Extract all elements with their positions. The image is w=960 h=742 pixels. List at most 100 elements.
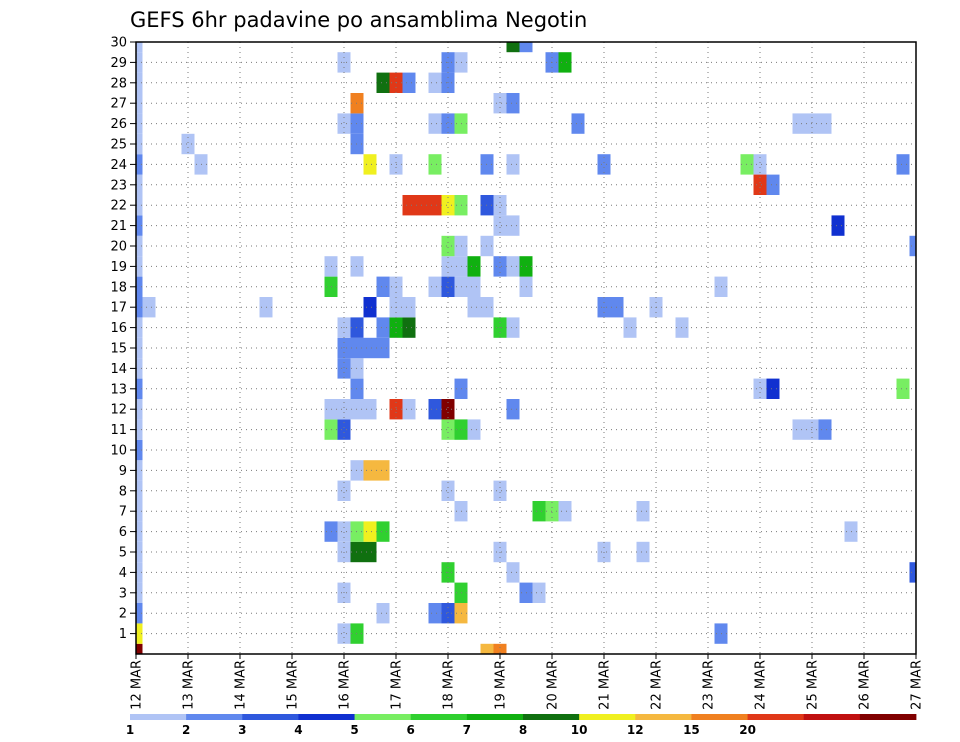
heatmap-cell — [337, 419, 351, 440]
heatmap-cell — [441, 399, 455, 420]
heatmap-cell — [363, 521, 377, 542]
y-tick-label: 23 — [110, 178, 127, 193]
x-tick-label: 23 MAR — [702, 660, 717, 710]
y-tick-label: 13 — [110, 382, 127, 397]
colorbar-segment — [186, 714, 243, 720]
y-tick-label: 1 — [119, 627, 127, 642]
heatmap-cell — [493, 195, 507, 216]
heatmap-cell — [441, 276, 455, 297]
colorbar-segment — [130, 714, 187, 720]
heatmap-cell — [363, 541, 377, 563]
heatmap-cell — [376, 460, 390, 481]
heatmap-cell — [519, 42, 533, 53]
heatmap-cell — [896, 154, 910, 175]
heatmap-cell — [142, 297, 156, 318]
x-tick-label: 17 MAR — [390, 660, 405, 710]
y-tick-label: 21 — [110, 219, 127, 234]
heatmap-cell — [571, 113, 585, 134]
x-tick-label: 26 MAR — [858, 660, 873, 710]
heatmap-cell — [337, 399, 351, 420]
y-tick-label: 6 — [119, 525, 127, 540]
heatmap-cell — [896, 378, 910, 399]
heatmap-cell — [376, 337, 390, 359]
heatmap-cell — [623, 317, 637, 338]
y-tick-label: 9 — [119, 464, 127, 479]
y-tick-label: 27 — [110, 97, 127, 112]
heatmap-cell — [337, 623, 351, 644]
heatmap-cell — [136, 297, 143, 318]
colorbar-label: 1 — [126, 723, 134, 737]
heatmap-cell — [136, 623, 143, 644]
x-tick-label: 22 MAR — [650, 660, 665, 710]
colorbar-segment — [691, 714, 748, 720]
y-tick-label: 25 — [110, 138, 127, 153]
heatmap-cell — [753, 174, 767, 195]
colorbar-label: 12 — [627, 723, 644, 737]
heatmap-cell — [480, 643, 494, 654]
heatmap-cell — [493, 480, 507, 501]
y-tick-label: 29 — [110, 56, 127, 71]
heatmap-cell — [506, 399, 520, 420]
heatmap-cell — [136, 460, 143, 481]
colorbar-label: 8 — [519, 723, 527, 737]
heatmap-cell — [923, 236, 936, 256]
heatmap-cell — [792, 419, 806, 440]
x-tick-label: 20 MAR — [546, 660, 561, 710]
heatmap-cell — [136, 439, 143, 461]
heatmap-cell — [337, 521, 351, 542]
heatmap-cell — [792, 113, 806, 134]
heatmap-cell — [909, 235, 916, 257]
heatmap-cell — [909, 562, 916, 583]
colorbar: 1 2 3 4 5 6 7 8 10 12 15 20 — [126, 714, 917, 737]
heatmap-cell — [402, 195, 416, 216]
heatmap-cell — [766, 174, 780, 195]
heatmap-cell — [636, 501, 650, 522]
heatmap-cell — [493, 215, 507, 236]
x-tick-label: 27 MAR — [910, 660, 925, 710]
colorbar-segment — [579, 714, 636, 720]
heatmap-cell — [136, 358, 143, 379]
heatmap-cell — [363, 399, 377, 420]
x-tick-label: 16 MAR — [338, 660, 353, 710]
heatmap-cell — [402, 72, 416, 93]
y-tick-label: 3 — [119, 586, 127, 601]
heatmap-cell — [136, 480, 143, 501]
y-tick-label: 2 — [119, 607, 127, 622]
heatmap-cell — [766, 378, 780, 399]
x-tick-label: 24 MAR — [754, 660, 769, 710]
heatmap-cell — [136, 113, 143, 134]
heatmap-cell — [376, 72, 390, 93]
colorbar-segment — [523, 714, 580, 720]
heatmap-cell — [376, 603, 390, 624]
colorbar-segment — [803, 714, 861, 720]
heatmap-cell — [558, 501, 572, 522]
heatmap-cell — [376, 317, 390, 338]
colorbar-label: 3 — [238, 723, 246, 737]
heatmap-cell — [506, 256, 520, 277]
y-tick-label: 24 — [110, 158, 127, 173]
colorbar-label: 15 — [683, 723, 700, 737]
y-tick-label: 14 — [110, 362, 127, 377]
heatmap-cell — [136, 541, 143, 563]
heatmap-cell — [136, 154, 143, 175]
heatmap-cell — [428, 154, 442, 175]
heatmap-cell — [428, 276, 442, 297]
heatmap-cell — [136, 276, 143, 297]
heatmap-cell — [136, 562, 143, 583]
heatmap-cell — [636, 541, 650, 563]
colorbar-label: 2 — [182, 723, 190, 737]
heatmap-cell — [136, 521, 143, 542]
heatmap-cell — [428, 113, 442, 134]
y-tick-label: 5 — [119, 546, 127, 561]
colorbar-label: 6 — [407, 723, 415, 737]
y-tick-label: 8 — [119, 484, 127, 499]
y-tick-label: 26 — [110, 117, 127, 132]
heatmap-cell — [506, 562, 520, 583]
colorbar-segment — [298, 714, 355, 720]
heatmap-cell — [506, 317, 520, 338]
colorbar-label: 7 — [463, 723, 471, 737]
y-tick-label: 16 — [110, 321, 127, 336]
heatmap-cell — [831, 215, 845, 236]
heatmap-cell — [136, 235, 143, 257]
colorbar-segment — [466, 714, 524, 720]
